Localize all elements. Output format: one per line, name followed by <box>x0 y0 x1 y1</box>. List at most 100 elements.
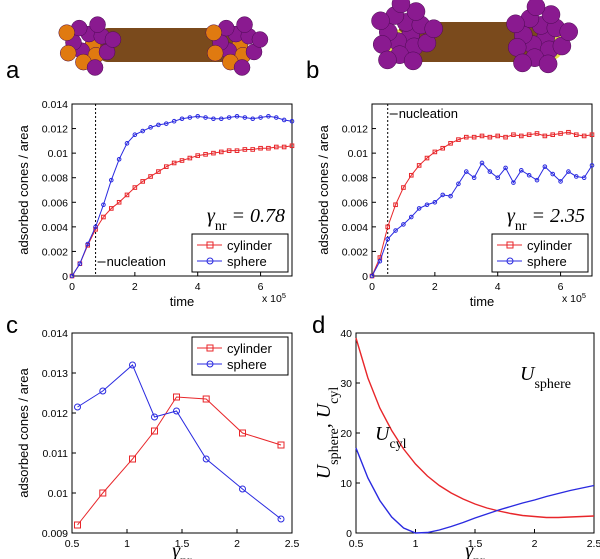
y-tick-label: 40 <box>340 328 352 340</box>
marker <box>581 133 587 139</box>
marker <box>202 455 210 463</box>
x-tick-label: 1 <box>413 538 419 550</box>
series-line <box>371 162 593 277</box>
gamma-annotation-part: γ <box>207 205 216 227</box>
marker <box>401 222 406 227</box>
marker <box>116 199 122 205</box>
y-tick-label: 0.004 <box>42 222 68 234</box>
x-axis-label: γnr <box>172 540 192 559</box>
marker <box>163 121 169 126</box>
marker <box>218 149 224 155</box>
marker <box>132 132 138 138</box>
marker <box>211 150 216 156</box>
marker <box>226 148 232 153</box>
gamma-annotation-part: = 0.78 <box>227 205 286 227</box>
marker <box>99 387 107 395</box>
marker <box>202 395 210 403</box>
marker <box>124 192 130 198</box>
sphere-decoration <box>424 19 443 38</box>
marker <box>77 261 83 267</box>
y-tick-label: 0.006 <box>42 197 68 209</box>
marker <box>151 413 158 421</box>
marker <box>108 206 114 211</box>
y-tick-label: 30 <box>340 378 352 390</box>
x-axis-label-part: γ <box>172 540 181 559</box>
marker <box>151 427 158 435</box>
panel-label: c <box>6 312 18 339</box>
marker <box>518 133 524 139</box>
x-tick-label: 4 <box>195 281 201 293</box>
x-multiplier-part: x 10 <box>262 293 282 305</box>
curve-label-part: U <box>375 423 391 445</box>
marker <box>487 169 493 174</box>
marker <box>424 155 430 161</box>
molecule-a <box>98 28 238 62</box>
marker <box>471 134 477 140</box>
marker <box>108 177 114 183</box>
marker <box>416 163 422 168</box>
marker <box>503 134 508 140</box>
y-axis-label-part: sphere <box>327 428 342 465</box>
x-tick-label: 2.5 <box>587 538 600 550</box>
x-tick-label: 0.5 <box>349 538 364 550</box>
x-multiplier: x 105 <box>562 291 586 306</box>
marker <box>132 185 138 190</box>
y-tick-label: 0.013 <box>42 368 68 380</box>
sphere-decoration <box>371 11 390 31</box>
x-tick-label: 2 <box>234 538 240 550</box>
sphere-decoration <box>559 22 578 41</box>
sphere-decoration <box>86 59 104 76</box>
marker <box>187 155 193 161</box>
gamma-annotation: γnr = 2.35 <box>507 205 585 234</box>
marker <box>503 165 508 171</box>
y-tick-label: 0.01 <box>48 488 69 500</box>
marker <box>211 116 216 122</box>
marker <box>258 145 263 151</box>
y-tick-label: 0 <box>362 271 368 283</box>
legend-box <box>191 233 289 273</box>
gamma-annotation: γnr = 0.78 <box>207 205 285 234</box>
marker <box>101 214 106 220</box>
marker <box>369 273 375 279</box>
marker <box>463 134 469 140</box>
y-tick-label: 0.006 <box>342 197 368 209</box>
marker <box>448 193 453 199</box>
sphere-decoration <box>236 16 253 33</box>
marker <box>195 113 201 119</box>
marker <box>140 179 146 184</box>
marker <box>377 258 383 264</box>
marker <box>273 115 279 120</box>
y-tick-label: 10 <box>340 478 352 490</box>
marker <box>456 181 461 187</box>
gamma-annotation-part: = 2.35 <box>527 205 586 227</box>
sphere-decoration <box>541 5 561 24</box>
marker <box>242 147 248 152</box>
sphere-decoration <box>403 51 423 71</box>
gamma-annotation-part: nr <box>215 219 227 234</box>
marker <box>385 236 391 242</box>
marker <box>266 113 271 119</box>
x-axis-label-part: γ <box>465 540 474 559</box>
y-tick-label: 0.01 <box>48 148 69 160</box>
legend-label: cylinder <box>527 238 572 253</box>
marker <box>129 455 136 463</box>
marker <box>495 175 501 181</box>
marker <box>173 393 180 401</box>
legend-marker <box>506 241 514 249</box>
y-tick-label: 0.002 <box>342 246 368 258</box>
x-multiplier-part: x 10 <box>562 293 582 305</box>
marker <box>511 132 516 138</box>
marker <box>273 144 279 150</box>
marker <box>401 185 406 190</box>
y-tick-label: 0.01 <box>348 148 369 160</box>
y-tick-label: 20 <box>340 428 352 440</box>
marker <box>171 118 177 124</box>
marker <box>140 128 146 134</box>
marker <box>250 147 256 152</box>
marker <box>203 152 208 157</box>
y-axis-label: adsorbed cones / area <box>16 368 31 498</box>
marker <box>573 174 579 179</box>
marker <box>239 485 246 493</box>
y-tick-label: 0.011 <box>43 448 69 460</box>
sphere-decoration <box>58 24 75 41</box>
